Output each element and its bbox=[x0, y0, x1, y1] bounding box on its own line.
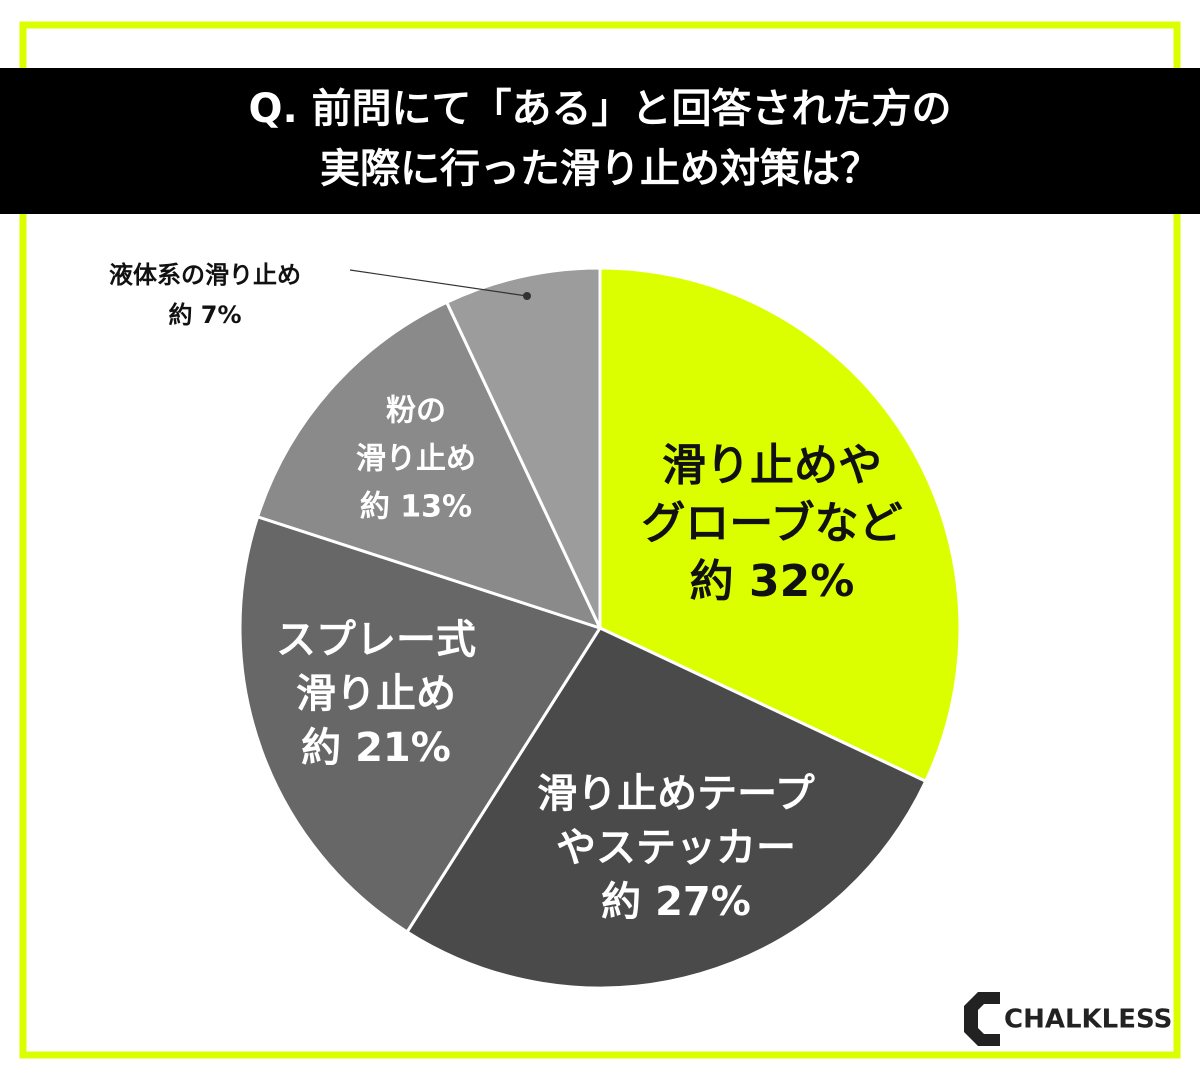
slice-label: 滑り止め bbox=[296, 671, 456, 717]
title-bar bbox=[0, 68, 1200, 214]
slice-label: 粉の bbox=[386, 394, 446, 429]
brand-icon bbox=[964, 992, 1000, 1046]
slice-label: やステッカー bbox=[556, 825, 796, 871]
slice-label: 滑り止めテープ bbox=[537, 771, 815, 817]
slice-label: スプレー式 bbox=[276, 617, 476, 663]
value-label: 約 7% bbox=[168, 301, 241, 329]
value-label: 約 32% bbox=[690, 556, 855, 607]
leader-dot bbox=[523, 292, 531, 300]
slice-label: 液体系の滑り止め bbox=[109, 261, 301, 289]
pie-slice bbox=[444, 266, 602, 629]
pie-slice bbox=[405, 626, 928, 990]
brand: CHALKLESS bbox=[1004, 1005, 1172, 1035]
value-label: 約 13% bbox=[360, 490, 472, 525]
chart-title: 実際に行った滑り止め対策は？ bbox=[320, 146, 880, 192]
chart-title: Q. 前問にて「ある」と回答された方の bbox=[248, 86, 951, 132]
slice-label: 滑り止め bbox=[356, 442, 476, 477]
slice-label: グローブなど bbox=[641, 498, 902, 549]
leader-line bbox=[349, 269, 528, 297]
pie-slice bbox=[598, 266, 962, 784]
slice-label: 滑り止めや bbox=[662, 440, 882, 491]
pie-slice bbox=[255, 300, 603, 631]
pie-slice bbox=[238, 514, 603, 935]
value-label: 約 27% bbox=[601, 879, 751, 925]
frame bbox=[19, 21, 1181, 1059]
value-label: 約 21% bbox=[301, 725, 451, 771]
